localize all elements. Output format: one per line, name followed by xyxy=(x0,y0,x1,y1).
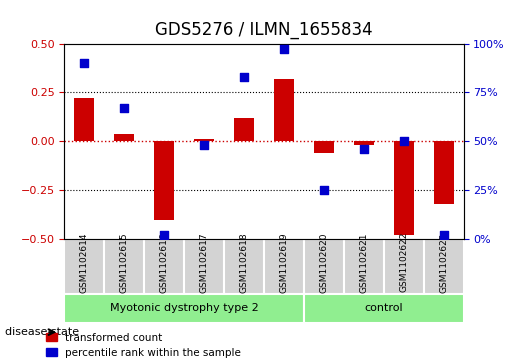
Bar xyxy=(354,142,374,145)
FancyBboxPatch shape xyxy=(264,239,304,294)
Text: GSM1102623: GSM1102623 xyxy=(439,232,448,293)
Text: GSM1102619: GSM1102619 xyxy=(280,232,288,293)
Bar xyxy=(114,134,134,142)
Bar xyxy=(234,118,254,142)
Bar xyxy=(393,142,414,235)
Bar xyxy=(194,139,214,142)
Point xyxy=(280,46,288,52)
FancyBboxPatch shape xyxy=(304,239,344,294)
FancyBboxPatch shape xyxy=(64,294,304,323)
Point xyxy=(160,232,168,238)
FancyBboxPatch shape xyxy=(184,239,224,294)
Text: GSM1102618: GSM1102618 xyxy=(239,232,248,293)
Point xyxy=(200,142,208,148)
Legend: transformed count, percentile rank within the sample: transformed count, percentile rank withi… xyxy=(46,333,241,358)
Text: GSM1102621: GSM1102621 xyxy=(359,232,368,293)
Text: GSM1102622: GSM1102622 xyxy=(399,232,408,293)
FancyBboxPatch shape xyxy=(224,239,264,294)
FancyBboxPatch shape xyxy=(344,239,384,294)
FancyBboxPatch shape xyxy=(104,239,144,294)
Text: GSM1102614: GSM1102614 xyxy=(80,232,89,293)
FancyBboxPatch shape xyxy=(423,239,464,294)
Text: GSM1102617: GSM1102617 xyxy=(200,232,209,293)
Bar xyxy=(274,79,294,142)
Text: GSM1102615: GSM1102615 xyxy=(120,232,129,293)
FancyBboxPatch shape xyxy=(64,239,104,294)
Text: GSM1102620: GSM1102620 xyxy=(319,232,328,293)
Text: GSM1102616: GSM1102616 xyxy=(160,232,168,293)
Point xyxy=(400,139,408,144)
Text: control: control xyxy=(365,303,403,313)
Point xyxy=(320,187,328,193)
Point xyxy=(240,74,248,80)
Text: disease state: disease state xyxy=(5,327,79,337)
Bar xyxy=(74,98,94,142)
Bar xyxy=(314,142,334,153)
Point xyxy=(439,232,448,238)
Point xyxy=(120,105,128,111)
Point xyxy=(80,60,89,66)
Text: Myotonic dystrophy type 2: Myotonic dystrophy type 2 xyxy=(110,303,259,313)
Bar xyxy=(154,142,174,220)
FancyBboxPatch shape xyxy=(304,294,464,323)
FancyBboxPatch shape xyxy=(144,239,184,294)
Point xyxy=(359,146,368,152)
Title: GDS5276 / ILMN_1655834: GDS5276 / ILMN_1655834 xyxy=(155,21,373,40)
FancyBboxPatch shape xyxy=(384,239,423,294)
Bar xyxy=(434,142,454,204)
